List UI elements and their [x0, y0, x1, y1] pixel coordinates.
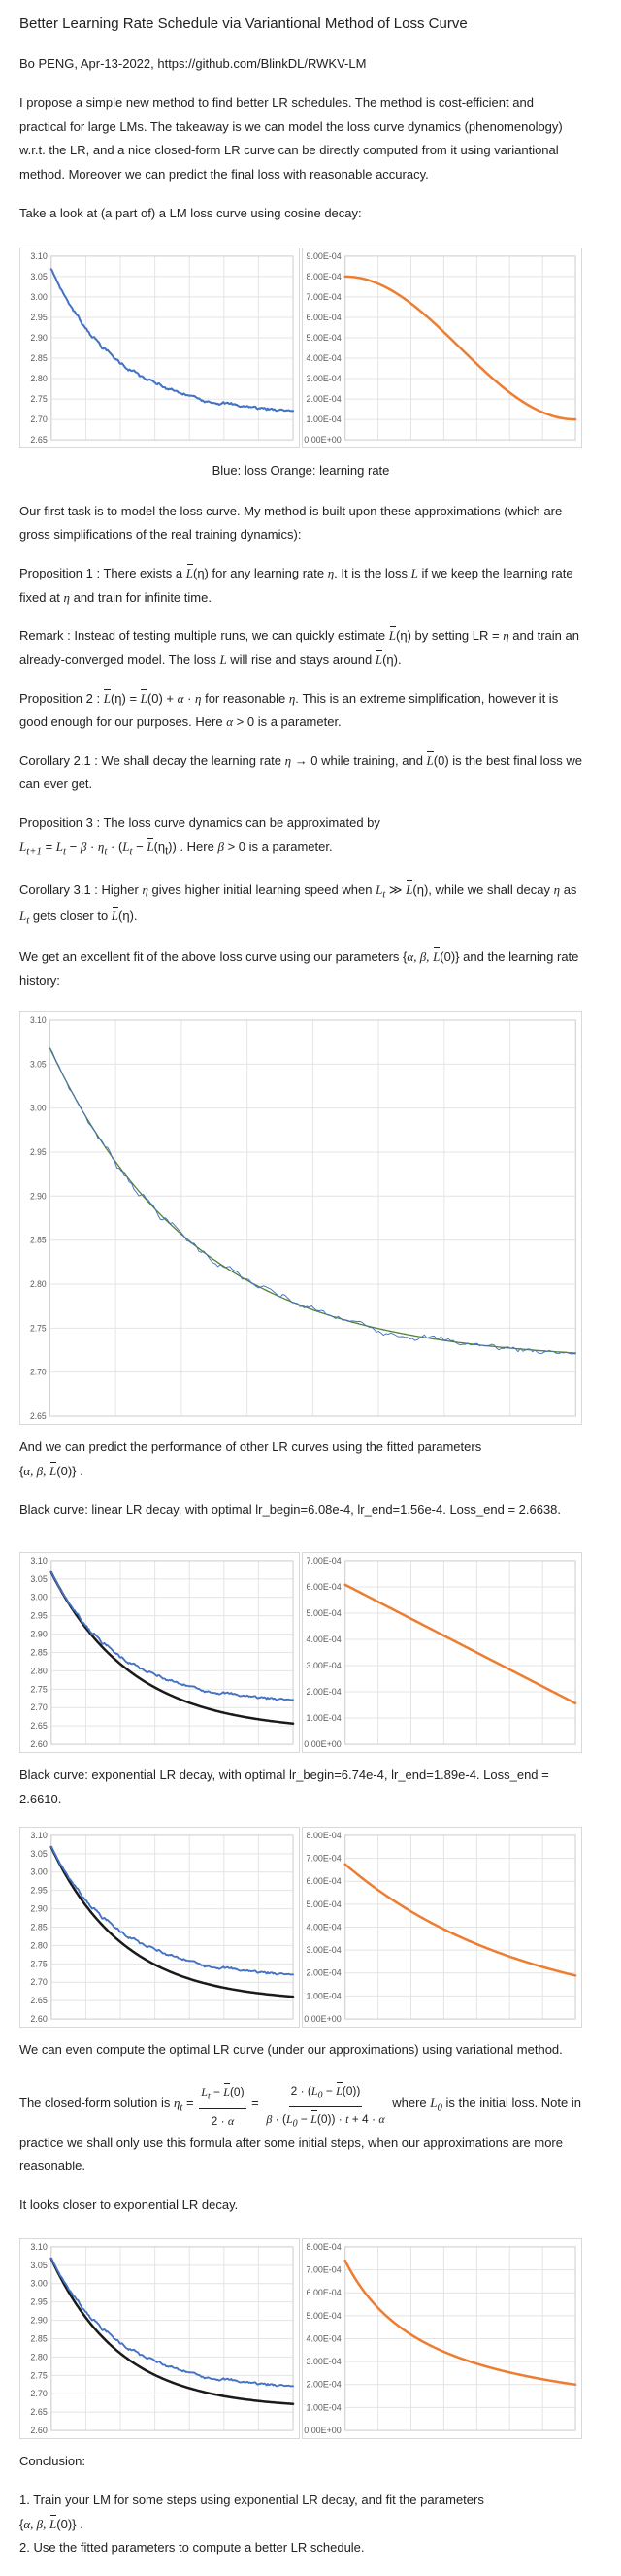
svg-text:7.00E-04: 7.00E-04	[307, 1556, 342, 1566]
svg-text:5.00E-04: 5.00E-04	[307, 1899, 342, 1909]
svg-text:0.00E+00: 0.00E+00	[304, 1739, 341, 1749]
svg-text:2.85: 2.85	[30, 2334, 47, 2344]
svg-text:0.00E+00: 0.00E+00	[304, 435, 341, 445]
svg-text:2.60: 2.60	[30, 2014, 47, 2024]
svg-text:2.95: 2.95	[30, 2297, 47, 2307]
svg-text:8.00E-04: 8.00E-04	[307, 2242, 342, 2252]
svg-text:2.70: 2.70	[30, 1368, 47, 1377]
svg-text:2.70: 2.70	[30, 2390, 47, 2399]
svg-text:9.00E-04: 9.00E-04	[307, 251, 342, 261]
svg-text:3.00: 3.00	[30, 2279, 47, 2289]
svg-text:2.70: 2.70	[30, 414, 47, 424]
svg-text:1.00E-04: 1.00E-04	[307, 414, 342, 424]
svg-text:2.85: 2.85	[30, 1648, 47, 1658]
svg-text:3.00: 3.00	[30, 1104, 47, 1113]
svg-text:2.00E-04: 2.00E-04	[307, 2380, 342, 2390]
svg-text:2.65: 2.65	[30, 435, 47, 445]
svg-text:2.80: 2.80	[30, 1941, 47, 1951]
svg-text:5.00E-04: 5.00E-04	[307, 2311, 342, 2321]
svg-text:2.90: 2.90	[30, 1904, 47, 1914]
svg-text:3.10: 3.10	[30, 1556, 47, 1566]
svg-text:5.00E-04: 5.00E-04	[307, 333, 342, 343]
svg-text:2.90: 2.90	[30, 333, 47, 343]
svg-text:7.00E-04: 7.00E-04	[307, 1854, 342, 1864]
svg-text:3.00E-04: 3.00E-04	[307, 374, 342, 383]
svg-text:4.00E-04: 4.00E-04	[307, 1635, 342, 1644]
svg-text:2.60: 2.60	[30, 2426, 47, 2435]
svg-text:2.75: 2.75	[30, 1960, 47, 1969]
svg-text:2.65: 2.65	[30, 1721, 47, 1731]
svg-text:8.00E-04: 8.00E-04	[307, 272, 342, 281]
svg-text:2.80: 2.80	[30, 374, 47, 383]
svg-text:0.00E+00: 0.00E+00	[304, 2426, 341, 2435]
svg-text:3.10: 3.10	[30, 2242, 47, 2252]
svg-text:8.00E-04: 8.00E-04	[307, 1831, 342, 1840]
svg-text:3.05: 3.05	[30, 1849, 47, 1859]
svg-text:1.00E-04: 1.00E-04	[307, 2403, 342, 2413]
svg-text:3.05: 3.05	[30, 2261, 47, 2270]
svg-text:6.00E-04: 6.00E-04	[307, 1582, 342, 1592]
svg-text:3.00: 3.00	[30, 292, 47, 302]
svg-text:3.00: 3.00	[30, 1593, 47, 1602]
svg-text:2.80: 2.80	[30, 1667, 47, 1676]
svg-text:2.90: 2.90	[30, 1191, 47, 1201]
svg-text:6.00E-04: 6.00E-04	[307, 1877, 342, 1887]
svg-text:5.00E-04: 5.00E-04	[307, 1608, 342, 1618]
svg-text:2.95: 2.95	[30, 1886, 47, 1896]
svg-text:2.95: 2.95	[30, 1147, 47, 1157]
svg-text:3.00E-04: 3.00E-04	[307, 1661, 342, 1670]
svg-text:2.85: 2.85	[30, 1923, 47, 1932]
svg-text:3.10: 3.10	[30, 1831, 47, 1840]
svg-text:2.00E-04: 2.00E-04	[307, 1687, 342, 1697]
svg-text:2.80: 2.80	[30, 1279, 47, 1289]
svg-text:1.00E-04: 1.00E-04	[307, 1992, 342, 2001]
svg-text:2.00E-04: 2.00E-04	[307, 394, 342, 404]
svg-text:2.70: 2.70	[30, 1978, 47, 1988]
svg-text:2.95: 2.95	[30, 1611, 47, 1621]
svg-text:3.00: 3.00	[30, 1867, 47, 1877]
svg-text:3.00E-04: 3.00E-04	[307, 1946, 342, 1956]
svg-text:2.00E-04: 2.00E-04	[307, 1968, 342, 1978]
svg-text:0.00E+00: 0.00E+00	[304, 2014, 341, 2024]
svg-text:2.90: 2.90	[30, 2316, 47, 2326]
svg-text:2.85: 2.85	[30, 1236, 47, 1245]
svg-text:2.75: 2.75	[30, 1684, 47, 1694]
svg-text:3.10: 3.10	[30, 1015, 47, 1025]
svg-text:3.10: 3.10	[30, 251, 47, 261]
svg-text:7.00E-04: 7.00E-04	[307, 292, 342, 302]
svg-text:2.90: 2.90	[30, 1630, 47, 1639]
svg-text:3.00E-04: 3.00E-04	[307, 2358, 342, 2367]
svg-text:2.80: 2.80	[30, 2353, 47, 2362]
svg-text:1.00E-04: 1.00E-04	[307, 1713, 342, 1723]
svg-text:7.00E-04: 7.00E-04	[307, 2265, 342, 2275]
svg-text:2.65: 2.65	[30, 1997, 47, 2006]
svg-text:2.75: 2.75	[30, 1323, 47, 1333]
svg-text:6.00E-04: 6.00E-04	[307, 313, 342, 322]
svg-text:2.95: 2.95	[30, 313, 47, 322]
svg-text:4.00E-04: 4.00E-04	[307, 2334, 342, 2344]
svg-text:2.70: 2.70	[30, 1702, 47, 1712]
svg-text:2.75: 2.75	[30, 394, 47, 404]
svg-text:2.65: 2.65	[30, 2408, 47, 2418]
svg-text:3.05: 3.05	[30, 272, 47, 281]
svg-text:4.00E-04: 4.00E-04	[307, 1923, 342, 1932]
svg-text:2.85: 2.85	[30, 353, 47, 363]
svg-text:3.05: 3.05	[30, 1574, 47, 1584]
svg-text:6.00E-04: 6.00E-04	[307, 2289, 342, 2298]
svg-text:3.05: 3.05	[30, 1059, 47, 1069]
svg-text:4.00E-04: 4.00E-04	[307, 353, 342, 363]
svg-text:2.65: 2.65	[30, 1411, 47, 1421]
svg-text:2.60: 2.60	[30, 1739, 47, 1749]
svg-text:2.75: 2.75	[30, 2371, 47, 2381]
